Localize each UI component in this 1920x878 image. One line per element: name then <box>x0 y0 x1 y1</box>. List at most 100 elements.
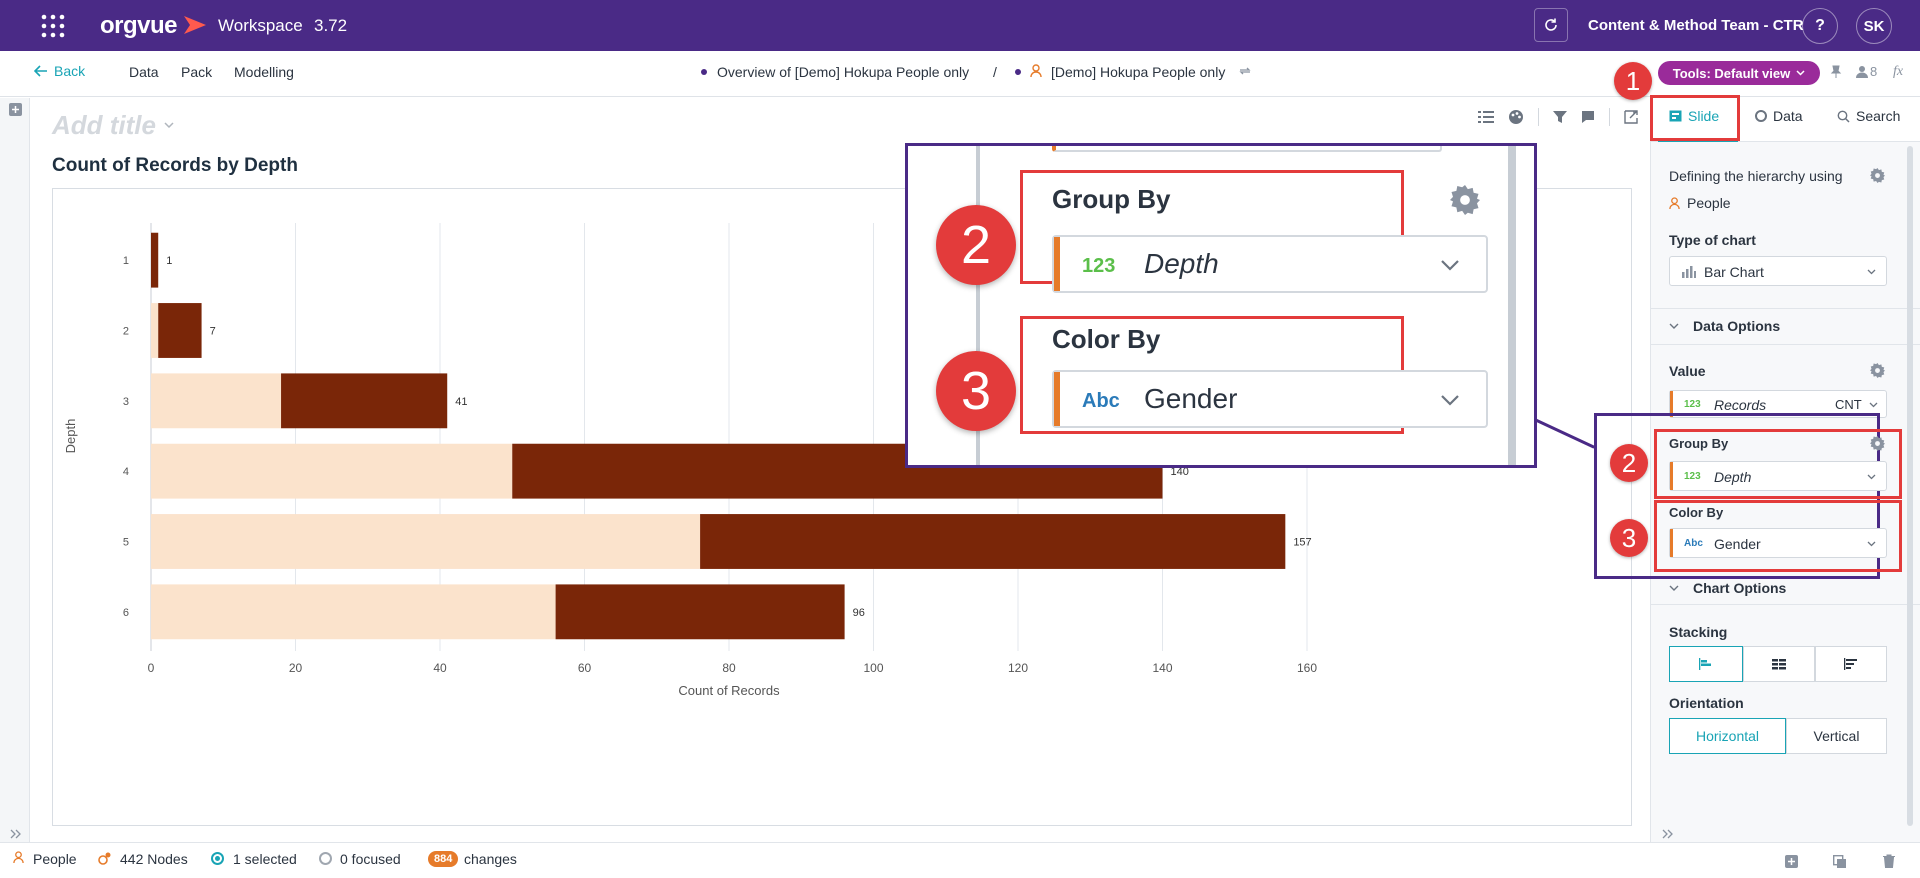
brand-logo: orgvue <box>100 12 178 39</box>
zoom-group-by-value: Depth <box>1144 248 1219 279</box>
add-slide-icon[interactable] <box>9 103 22 116</box>
slide-title-placeholder: Add title <box>52 110 156 140</box>
apps-grid-icon[interactable] <box>40 13 66 39</box>
filter-icon[interactable] <box>1553 110 1567 124</box>
chart-type-label: Type of chart <box>1669 232 1756 248</box>
panel-scrollbar[interactable] <box>1907 146 1913 826</box>
collapse-sidebar-icon[interactable] <box>10 829 22 839</box>
y-tick-label: 5 <box>123 537 129 549</box>
hierarchy-value[interactable]: People <box>1669 195 1731 211</box>
tab-data[interactable]: Data <box>1755 108 1803 124</box>
formula-icon[interactable]: fx <box>1893 64 1904 79</box>
bar-value-label: 41 <box>455 396 467 408</box>
divider <box>1650 344 1920 345</box>
status-changes[interactable]: changes <box>464 851 517 867</box>
chart-options-label: Chart Options <box>1693 580 1787 596</box>
left-sidebar <box>0 98 30 842</box>
x-tick-label: 40 <box>433 661 447 675</box>
status-people[interactable]: People <box>33 851 77 867</box>
stacking-grouped-button[interactable] <box>1669 646 1743 682</box>
breadcrumb-dataset[interactable]: [Demo] Hokupa People only <box>1051 64 1226 80</box>
bars-percent-icon <box>1844 658 1857 670</box>
value-label: Value <box>1669 363 1706 379</box>
status-selected[interactable]: 1 selected <box>233 851 297 867</box>
chart-type-select[interactable]: Bar Chart <box>1669 256 1887 286</box>
zoom-color-by-value: Gender <box>1144 383 1238 414</box>
avatar[interactable]: SK <box>1856 8 1892 44</box>
zoom-divider <box>976 146 980 465</box>
annotation-badge-2: 2 <box>1610 444 1648 482</box>
gear-icon[interactable] <box>1870 436 1885 451</box>
gear-icon <box>1450 185 1480 215</box>
x-tick-label: 160 <box>1297 661 1317 675</box>
help-button[interactable]: ? <box>1802 8 1838 44</box>
breadcrumb-view[interactable]: Overview of [Demo] Hokupa People only <box>717 64 970 80</box>
refresh-icon <box>1545 18 1557 31</box>
gear-icon[interactable] <box>1870 168 1885 183</box>
chart-title: Count of Records by Depth <box>52 155 298 176</box>
chart-options-toggle[interactable]: Chart Options <box>1669 580 1786 596</box>
pin-icon[interactable] <box>1830 65 1842 79</box>
export-icon[interactable] <box>1624 110 1638 124</box>
orientation-horizontal-button[interactable]: Horizontal <box>1669 718 1786 754</box>
workspace-label: Workspace <box>218 16 303 35</box>
gear-icon[interactable] <box>1870 363 1885 378</box>
chart-type-value: Bar Chart <box>1704 264 1764 280</box>
stacking-label: Stacking <box>1669 624 1728 640</box>
zoom-annotation-badge-3-label: 3 <box>960 361 992 421</box>
expand-panel-icon[interactable] <box>1662 829 1674 839</box>
group-by-select[interactable]: 123 Depth <box>1669 461 1887 491</box>
sync-icon[interactable] <box>1238 65 1252 77</box>
text-type-icon: Abc <box>1082 390 1120 412</box>
tab-slide-label: Slide <box>1688 108 1720 124</box>
chevron-down-icon <box>164 122 174 129</box>
users-count[interactable]: 8 <box>1856 64 1877 79</box>
tools-view-dropdown[interactable]: Tools: Default view <box>1658 61 1820 85</box>
team-name[interactable]: Content & Method Team - CTR <box>1588 17 1804 34</box>
users-count-value: 8 <box>1870 64 1878 79</box>
delete-icon[interactable] <box>1883 854 1895 868</box>
comment-icon[interactable] <box>1581 110 1595 124</box>
x-tick-label: 80 <box>722 661 736 675</box>
tab-search-label: Search <box>1856 108 1901 124</box>
tab-slide[interactable]: Slide <box>1669 108 1719 124</box>
chevron-down-icon <box>1867 474 1876 480</box>
color-by-select[interactable]: Abc Gender <box>1669 528 1887 558</box>
color-by-value: Gender <box>1714 536 1761 552</box>
refresh-button[interactable] <box>1534 8 1568 42</box>
nodes-icon <box>98 852 111 865</box>
slide-title-input[interactable]: Add title <box>52 110 174 141</box>
stacking-stacked-button[interactable] <box>1743 646 1815 682</box>
nav-pack[interactable]: Pack <box>181 64 213 80</box>
bar-segment <box>151 514 701 569</box>
stacking-percent-button[interactable] <box>1815 646 1887 682</box>
data-options-toggle[interactable]: Data Options <box>1669 318 1780 334</box>
back-button[interactable]: Back <box>34 63 85 79</box>
chevron-down-icon <box>1441 260 1459 271</box>
top-bar: orgvue Workspace 3.72 Content & Method T… <box>0 0 1920 51</box>
tab-search[interactable]: Search <box>1837 108 1900 124</box>
group-by-label: Group By <box>1669 436 1729 451</box>
duplicate-icon[interactable] <box>1833 855 1847 869</box>
nav-data[interactable]: Data <box>129 64 159 80</box>
group-by-marker <box>1670 462 1673 490</box>
avatar-initials: SK <box>1863 17 1885 35</box>
palette-icon[interactable] <box>1508 109 1524 125</box>
bar-segment <box>158 303 202 358</box>
annotation-box-color-by <box>1654 500 1902 572</box>
zoom-value-select <box>1052 146 1442 152</box>
value-field: Records <box>1714 397 1767 413</box>
changes-count-badge[interactable]: 884 <box>428 851 459 867</box>
status-nodes[interactable]: 442 Nodes <box>120 851 188 867</box>
bars-grouped-icon <box>1699 658 1711 670</box>
status-focused[interactable]: 0 focused <box>340 851 401 867</box>
list-icon[interactable] <box>1478 110 1494 124</box>
right-panel-tabs <box>1650 98 1920 142</box>
nav-modelling[interactable]: Modelling <box>234 64 294 80</box>
bar-segment <box>151 584 556 640</box>
focused-icon <box>319 852 332 865</box>
add-icon[interactable] <box>1785 855 1798 868</box>
toolbar-divider <box>1538 108 1539 126</box>
chevron-down-icon <box>1441 395 1459 406</box>
orientation-vertical-button[interactable]: Vertical <box>1786 718 1887 754</box>
